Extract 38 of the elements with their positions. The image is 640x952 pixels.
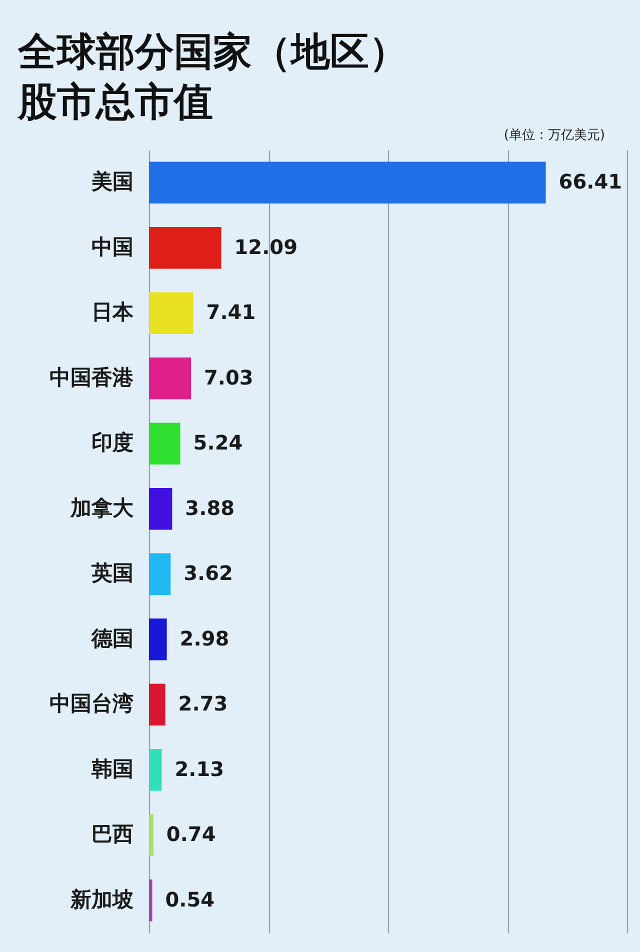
- text: (单位：万亿美元): [504, 127, 605, 143]
- y-tick-label: 美国: [90, 170, 134, 194]
- data-label: 7.03: [204, 365, 254, 390]
- y-tick-label: 德国: [90, 626, 134, 650]
- data-label: 0.54: [165, 887, 215, 912]
- data-label: 5.24: [193, 430, 243, 455]
- y-tick-label: 中国台湾: [50, 692, 134, 716]
- bar: [149, 422, 180, 465]
- data-label: 2.73: [178, 692, 228, 716]
- bar: [149, 162, 546, 204]
- data-label: 3.62: [184, 561, 233, 586]
- y-tick-label: 日本: [92, 300, 134, 324]
- y-tick-label: 加拿大: [70, 496, 134, 520]
- bar: [149, 814, 154, 856]
- bar: [149, 488, 172, 530]
- data-label: 66.41: [558, 170, 622, 194]
- y-tick-label: 新加坡: [70, 887, 134, 912]
- bar: [149, 618, 167, 660]
- y-tick-label: 印度: [92, 430, 134, 455]
- y-tick-label: 巴西: [92, 822, 134, 846]
- y-tick-label: 中国: [92, 234, 134, 259]
- data-label: 3.88: [185, 496, 235, 520]
- bar: [149, 748, 162, 791]
- data-label: 2.13: [174, 756, 224, 781]
- data-label: 12.09: [234, 234, 298, 259]
- bar: [149, 879, 152, 922]
- data-label: 0.74: [166, 822, 216, 846]
- bar: [149, 684, 166, 726]
- bar: [149, 357, 192, 400]
- bar: [149, 292, 194, 334]
- y-tick-label: 中国香港: [50, 365, 134, 390]
- y-tick-label: 英国: [90, 561, 134, 586]
- data-label: 2.98: [180, 626, 230, 650]
- y-tick-label: 韩国: [90, 756, 134, 781]
- bar: [149, 226, 222, 269]
- bar: [149, 553, 171, 596]
- data-label: 7.41: [206, 300, 256, 324]
- chart-title: 全球部分国家（地区）股市总市值: [17, 30, 408, 125]
